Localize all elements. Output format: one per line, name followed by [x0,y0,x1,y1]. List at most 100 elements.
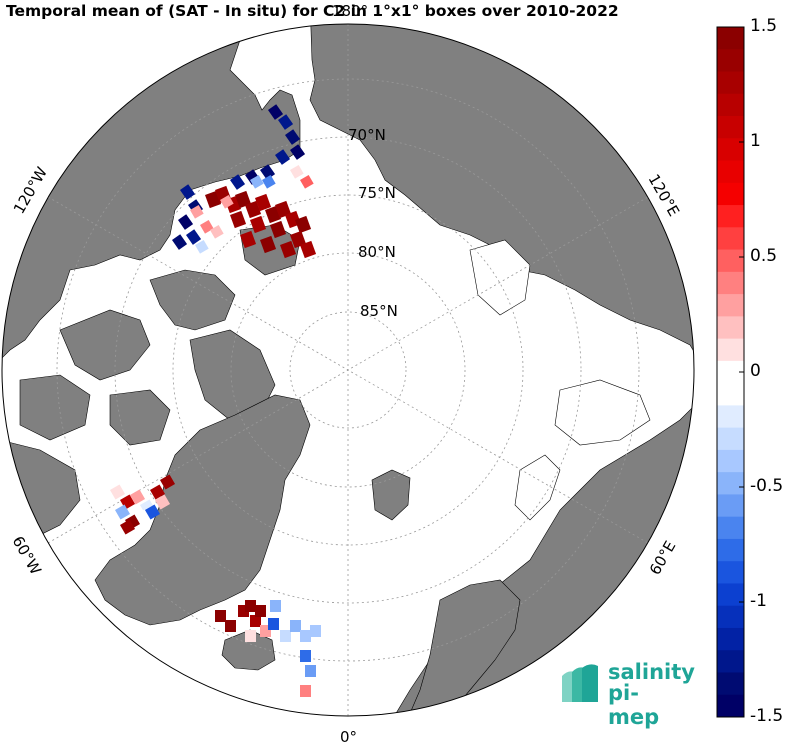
lat-label-80: 80°N [358,243,396,261]
colorbar-segment [717,71,744,95]
lon-label-60e: 60°E [646,538,680,578]
colorbar-segment [717,516,744,540]
data-cell [135,509,151,525]
colorbar-segment [717,694,744,718]
lon-label-60w: 60°W [9,533,45,578]
logo-text-line1: salinity [608,660,695,684]
colorbar-segment [717,672,744,696]
land-greenland [94,394,311,626]
data-cell [270,600,281,612]
data-cell [280,630,291,642]
data-cell [259,164,276,180]
colorbar-segment [717,227,744,251]
colorbar-tick-label: -0.5 [750,476,784,496]
data-cell [290,230,307,249]
data-cell [262,175,276,189]
colorbar-segment [717,405,744,429]
lat-label-85: 85°N [360,302,398,320]
data-cell [268,104,284,120]
colorbar-segment [717,27,744,50]
data-cell [171,234,188,250]
map-border [1,23,695,717]
colorbar-segment [717,316,744,340]
salinity-pimep-logo: salinity pi-mep [560,660,695,729]
land-archipelago-2 [59,309,151,381]
land-archipelago-4 [19,374,91,441]
data-cell [260,625,271,637]
data-cell [300,685,311,697]
data-cell [255,605,266,617]
colorbar-segment [717,538,744,562]
data-cell [190,205,204,219]
data-cell [234,190,252,209]
data-cell [300,240,317,259]
colorbar-segment [717,205,744,228]
colorbar-segment [717,93,744,117]
data-cell [178,214,194,230]
colorbar [717,27,744,718]
colorbar-segment [717,294,744,317]
data-cell [280,240,297,259]
data-cell [144,504,161,520]
data-cell [290,144,306,160]
data-cell [110,484,126,500]
colorbar-segment [717,472,744,495]
colorbar-tick-label: 0.5 [750,246,778,266]
map-title: Temporal mean of (SAT - In situ) for C2 … [6,2,619,20]
land-archipelago-5 [109,389,171,446]
data-cell [305,665,316,677]
data-cell [149,484,166,500]
colorbar-ticks [739,26,744,718]
data-cell [260,235,277,254]
data-cell [250,175,264,189]
data-cell [240,230,257,249]
data-cell [245,200,262,219]
land-archipelago-1 [149,269,236,331]
data-cell [289,165,304,179]
data-cell [215,610,226,622]
data-cell [268,618,279,630]
colorbar-segment [717,449,744,473]
colorbar-segment [717,583,744,607]
colorbar-segment [717,338,744,362]
data-cell [295,215,312,234]
data-cell [245,630,256,642]
colorbar-segment [717,116,744,139]
data-cell [114,504,131,520]
colorbar-segment [717,360,744,384]
data-cell [230,174,246,190]
colorbar-segment [717,605,744,629]
data-cell [300,650,311,662]
data-cell [270,220,287,239]
data-cell [277,114,294,130]
data-cell [185,229,202,245]
colorbar-segment [717,138,744,162]
land-novaya-zemlya [514,454,561,521]
lat-label-70: 70°N [348,126,386,144]
land-svalbard [371,469,411,521]
colorbar-tick-label: 1.5 [750,16,778,36]
data-cell [154,494,171,510]
data-cell [300,175,314,189]
colorbar-tick-label: -1 [750,591,767,611]
data-cell [275,200,292,219]
colorbar-segment [717,627,744,651]
data-cells [110,104,321,697]
colorbar-tick-label: -1.5 [750,706,784,726]
data-cell [310,625,321,637]
colorbar-segment [717,494,744,518]
data-cell [120,519,136,535]
logo-text-line2: pi-mep [608,681,660,729]
colorbar-segment [717,271,744,295]
land-scandinavia [404,579,521,716]
colorbar-segment [717,182,744,206]
sea-kara [554,379,651,446]
graticule [47,24,649,716]
lon-label-0: 0° [340,728,357,746]
data-cell [284,129,301,145]
data-cell [275,149,291,165]
colorbar-segment [717,383,744,406]
data-cell [245,600,256,612]
lat-label-75: 75°N [358,184,396,202]
